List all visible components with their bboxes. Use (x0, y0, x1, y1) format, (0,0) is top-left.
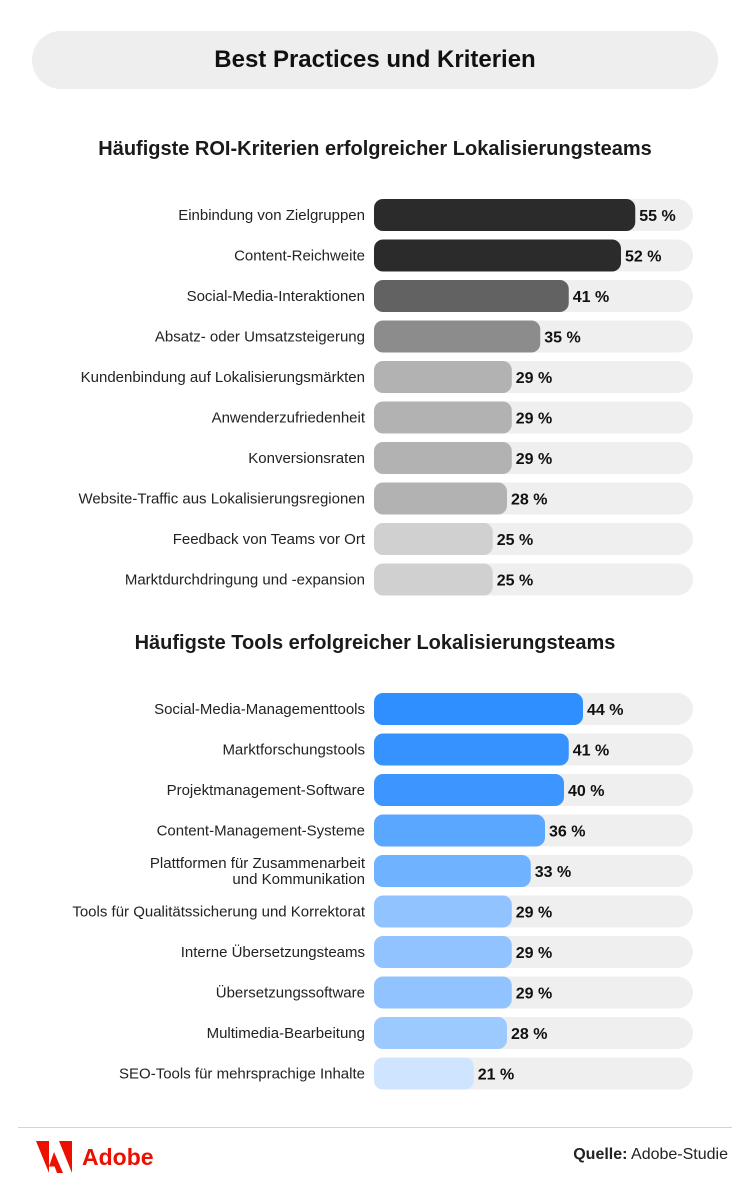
adobe-logo-icon (36, 1141, 72, 1173)
footer-divider (18, 1127, 732, 1128)
category-label: Marktdurchdringung und -expansion (125, 572, 365, 589)
category-label: Projektmanagement-Software (167, 782, 365, 799)
value-label: 40 % (568, 783, 604, 800)
source-value: Adobe-Studie (631, 1146, 728, 1163)
value-label: 29 % (516, 986, 552, 1003)
chart-2-title: Häufigste Tools erfolgreicher Lokalisier… (134, 632, 616, 654)
category-label: Feedback von Teams vor Ort (173, 531, 366, 548)
bar (374, 361, 512, 393)
bar (374, 199, 636, 231)
category-label: Tools für Qualitätssicherung und Korrekt… (72, 904, 365, 921)
page-title: Best Practices und Kriterien (214, 46, 536, 73)
value-label: 41 % (573, 289, 609, 306)
bar (374, 855, 531, 887)
value-label: 25 % (497, 573, 533, 590)
adobe-brand: Adobe (36, 1140, 154, 1174)
value-label: 21 % (478, 1067, 514, 1084)
bar (374, 1017, 507, 1049)
category-label: Interne Übersetzungsteams (181, 943, 365, 961)
category-label: Konversionsraten (248, 450, 365, 467)
chart-1-title: Häufigste ROI-Kriterien erfolgreicher Lo… (98, 138, 652, 160)
bar (374, 482, 507, 515)
value-label: 28 % (511, 1026, 547, 1043)
value-label: 35 % (544, 330, 580, 347)
source-label: Quelle: (573, 1146, 628, 1163)
value-label: 52 % (625, 249, 661, 266)
value-label: 29 % (516, 451, 552, 468)
bar (374, 280, 569, 312)
bar (374, 1057, 474, 1090)
category-label: Plattformen für Zusammenarbeit und Kommun… (150, 855, 366, 888)
bar (374, 976, 512, 1009)
bar (374, 442, 512, 474)
bar (374, 814, 545, 847)
value-label: 36 % (549, 824, 585, 841)
category-label: Einbindung von Zielgruppen (178, 207, 365, 224)
tools-chart: 44 % Social-Media-Managementtools 41 % Mark… (72, 693, 693, 1090)
value-label: 44 % (587, 702, 623, 719)
category-label: Content-Reichweite (234, 248, 365, 265)
bar (374, 774, 564, 806)
category-label: Website-Traffic aus Lokalisierungsregion… (78, 491, 365, 508)
value-label: 29 % (516, 370, 552, 387)
bar (374, 523, 493, 555)
value-label: 28 % (511, 492, 547, 509)
bar (374, 320, 541, 353)
bar (374, 563, 493, 596)
category-label: Anwenderzufriedenheit (212, 410, 366, 427)
category-label: Übersetzungssoftware (216, 984, 365, 1002)
bar (374, 895, 512, 928)
header-title-pill: Best Practices und Kriterien (32, 31, 718, 89)
bar (374, 401, 512, 434)
bar (374, 239, 621, 272)
category-label: Content-Management-Systeme (157, 823, 365, 840)
category-label: Marktforschungstools (222, 742, 365, 759)
value-label: 29 % (516, 945, 552, 962)
category-label: Absatz- oder Umsatzsteigerung (155, 329, 365, 346)
value-label: 33 % (535, 864, 571, 881)
value-label: 29 % (516, 905, 552, 922)
source-note: Quelle: Adobe-Studie (573, 1146, 728, 1164)
category-label: SEO-Tools für mehrsprachige Inhalte (119, 1066, 365, 1083)
category-label: Social-Media-Interaktionen (187, 288, 365, 305)
value-label: 29 % (516, 411, 552, 428)
value-label: 55 % (639, 208, 675, 225)
bar (374, 733, 569, 766)
value-label: 25 % (497, 532, 533, 549)
category-label: Social-Media-Managementtools (154, 701, 365, 718)
value-label: 41 % (573, 743, 609, 760)
brand-name: Adobe (82, 1143, 154, 1170)
roi-criteria-chart: 55 % Einbindung von Zielgruppen 52 % Conten… (78, 199, 693, 596)
category-label: Multimedia-Bearbeitung (207, 1025, 365, 1042)
bar (374, 936, 512, 968)
category-label: Kundenbindung auf Lokalisierungsmärkten (81, 369, 365, 386)
bar (374, 693, 583, 725)
